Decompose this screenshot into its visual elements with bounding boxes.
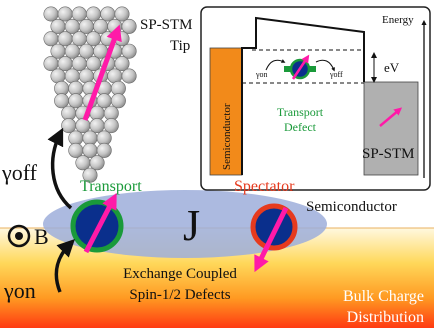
inset-energy-label: Energy — [382, 14, 414, 26]
spectator-label: Spectator — [234, 178, 295, 195]
inset-defect-label-line1: Transport — [277, 105, 324, 119]
inset-semiconductor-label: Semiconductor — [221, 103, 233, 170]
tip-atom — [82, 167, 98, 183]
inset-spstm-label: SP-STM — [362, 146, 415, 162]
transport-label: Transport — [80, 178, 142, 195]
tip-atom — [71, 31, 87, 47]
tip-atom — [68, 93, 84, 109]
tip-atom — [71, 56, 87, 72]
tip-atom — [103, 118, 119, 134]
tip-atom — [96, 142, 112, 158]
tip-atom — [50, 43, 66, 59]
inset-stm-spin-arrow — [379, 107, 403, 127]
gamma-on-arrow — [54, 239, 75, 293]
tip-atom — [75, 155, 91, 171]
inset-tunnel-in-arrow — [265, 59, 286, 71]
transport-defect-spin-arrow — [83, 192, 117, 254]
tip-atom — [89, 155, 105, 171]
tip-atom — [54, 93, 70, 109]
tip-atom — [64, 43, 80, 59]
tip-atom — [68, 142, 84, 158]
tip-atom — [89, 118, 105, 134]
inset-gamma-off-label: γoff — [329, 70, 343, 79]
tip-spin-arrow — [82, 24, 122, 121]
tip-atom — [71, 6, 87, 22]
coupling-j-label: J — [183, 201, 200, 250]
tip-atom — [43, 6, 59, 22]
tip-atom — [61, 118, 77, 134]
tip-atom — [57, 6, 73, 22]
tip-atom — [78, 18, 94, 34]
tip-atom — [64, 18, 80, 34]
tip-atom — [64, 68, 80, 84]
tip-atom — [57, 56, 73, 72]
bulk-label-line1: Bulk Charge — [343, 288, 424, 305]
bulk-label-line2: Distribution — [347, 309, 424, 326]
magnetic-field-icon — [7, 224, 31, 248]
gamma-on-label: γon — [3, 278, 36, 303]
tip-atom — [121, 18, 137, 34]
inset-tunnel-out-arrow — [315, 59, 335, 72]
tip-atom — [57, 31, 73, 47]
energy-band-inset — [200, 6, 431, 191]
tip-label-line2: Tip — [170, 38, 190, 54]
tip-atom — [86, 6, 102, 22]
tip-atom — [121, 68, 137, 84]
tunnel-barrier — [241, 16, 365, 175]
inset-gamma-on-label: γon — [255, 70, 268, 79]
defects-label-line1: Exchange Coupled — [123, 266, 237, 282]
inset-bias-label: eV — [384, 60, 400, 75]
tip-atom — [75, 118, 91, 134]
tip-atom — [82, 142, 98, 158]
inset-defect-spin-arrow — [291, 54, 310, 80]
tip-atom — [93, 18, 109, 34]
inset-semiconductor-block — [209, 47, 243, 176]
inset-defect-label-line2: Defect — [284, 120, 317, 134]
inset-stm-block — [363, 81, 419, 176]
defects-label-line2: Spin-1/2 Defects — [129, 287, 230, 303]
tip-atom — [114, 56, 130, 72]
stm-tip — [43, 6, 137, 183]
spectator-defect-spin-arrow — [254, 206, 289, 273]
tip-atom — [43, 56, 59, 72]
tip-atom — [100, 6, 116, 22]
tip-atom — [78, 43, 94, 59]
gamma-off-label: γoff — [1, 160, 38, 185]
gamma-off-arrow — [47, 127, 73, 210]
tip-atom — [110, 93, 126, 109]
semiconductor-label: Semiconductor — [306, 199, 397, 215]
b-field-label: B — [34, 224, 49, 249]
tip-atom — [86, 31, 102, 47]
tip-atom — [114, 6, 130, 22]
tip-atom — [86, 56, 102, 72]
tip-atom — [50, 18, 66, 34]
tip-atom — [43, 31, 59, 47]
tip-atom — [121, 43, 137, 59]
tip-label-line1: SP-STM — [140, 17, 193, 33]
tip-atom — [96, 93, 112, 109]
